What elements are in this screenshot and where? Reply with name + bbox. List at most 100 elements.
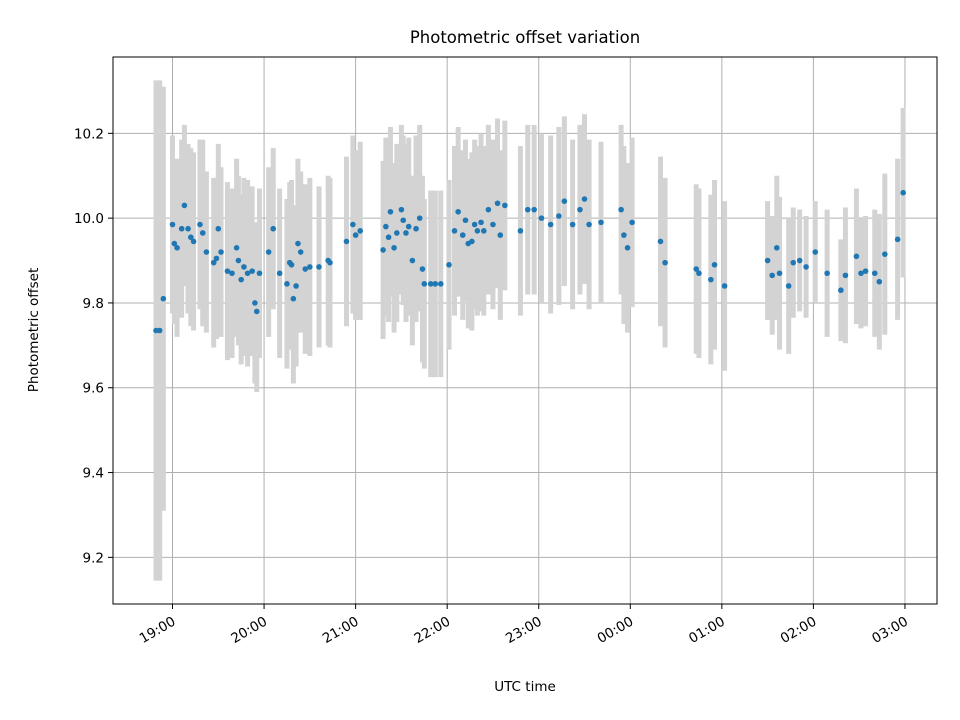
data-point — [497, 232, 504, 238]
data-point — [244, 270, 251, 277]
data-point — [894, 236, 901, 243]
data-points — [153, 189, 906, 334]
data-point — [416, 215, 423, 221]
data-point — [350, 221, 356, 228]
data-point — [197, 221, 203, 228]
data-point — [383, 223, 389, 230]
data-point — [233, 245, 240, 251]
data-point — [432, 281, 439, 287]
data-point — [394, 230, 400, 236]
chart-title: Photometric offset variation — [410, 28, 640, 47]
data-point — [224, 268, 231, 274]
data-point — [178, 225, 185, 232]
data-point — [391, 245, 397, 251]
data-point — [459, 232, 466, 238]
data-point — [556, 213, 562, 219]
data-point — [569, 221, 576, 228]
y-tick-label: 10.0 — [74, 211, 104, 227]
data-point — [169, 221, 176, 228]
plot-frame — [112, 56, 938, 605]
data-point — [481, 228, 487, 234]
data-point — [293, 283, 299, 289]
data-point — [478, 219, 484, 226]
data-point — [586, 221, 592, 228]
y-axis-label: Photometric offset — [26, 268, 42, 392]
data-point — [485, 206, 492, 213]
data-point — [190, 238, 197, 245]
data-point — [253, 308, 260, 315]
data-point — [398, 206, 405, 213]
data-point — [229, 270, 235, 277]
data-point — [181, 202, 188, 209]
data-point — [561, 198, 568, 204]
data-point — [185, 225, 191, 232]
data-point — [403, 230, 409, 236]
data-point — [838, 287, 844, 294]
data-point — [265, 249, 272, 255]
data-point — [241, 264, 247, 270]
data-point — [252, 300, 258, 306]
data-point — [352, 232, 359, 238]
data-point — [387, 208, 394, 215]
y-tick-label: 9.8 — [83, 296, 104, 312]
data-point — [471, 221, 478, 228]
data-point — [419, 266, 426, 272]
data-point — [288, 261, 295, 268]
data-point — [469, 238, 475, 245]
data-point — [853, 253, 860, 260]
data-point — [380, 247, 386, 253]
data-point — [455, 208, 461, 215]
data-point — [862, 268, 869, 274]
data-point — [270, 225, 277, 232]
data-point — [598, 219, 604, 226]
data-point — [618, 206, 624, 213]
data-point — [531, 206, 537, 213]
data-point — [824, 270, 830, 277]
data-point — [160, 295, 167, 302]
data-point — [721, 283, 728, 289]
data-point — [624, 245, 631, 251]
data-point — [474, 228, 481, 234]
data-point — [421, 281, 428, 287]
data-point — [284, 281, 290, 287]
data-point — [577, 206, 583, 213]
data-point — [882, 251, 888, 257]
data-point — [842, 272, 849, 279]
data-point — [812, 249, 819, 255]
data-point — [249, 268, 255, 274]
data-point — [437, 281, 444, 287]
data-point — [524, 206, 531, 213]
data-point — [235, 257, 242, 264]
data-point — [188, 234, 194, 241]
data-point — [858, 270, 864, 277]
data-point — [171, 240, 178, 247]
data-point — [769, 272, 775, 279]
data-point — [547, 221, 554, 228]
data-point — [199, 230, 206, 236]
data-point — [213, 255, 220, 262]
data-point — [156, 327, 163, 334]
data-point — [693, 266, 700, 272]
data-point — [900, 189, 906, 196]
data-point — [256, 270, 263, 277]
data-point — [696, 270, 702, 277]
data-point — [215, 225, 222, 232]
data-point — [290, 295, 297, 302]
data-point — [773, 245, 780, 251]
data-point — [711, 261, 718, 268]
y-axis-ticks: 9.2 9.4 9.6 9.8 10.0 10.2 — [74, 126, 113, 566]
data-point — [307, 264, 313, 270]
data-point — [276, 270, 283, 277]
data-point — [776, 270, 783, 277]
data-point — [657, 238, 664, 245]
data-point — [708, 276, 714, 283]
data-point — [490, 221, 496, 228]
data-point — [210, 259, 217, 266]
data-point — [451, 228, 458, 234]
data-point — [621, 232, 627, 238]
data-point — [790, 259, 797, 266]
data-point — [462, 217, 469, 224]
data-point — [174, 245, 180, 251]
data-point — [302, 266, 309, 272]
